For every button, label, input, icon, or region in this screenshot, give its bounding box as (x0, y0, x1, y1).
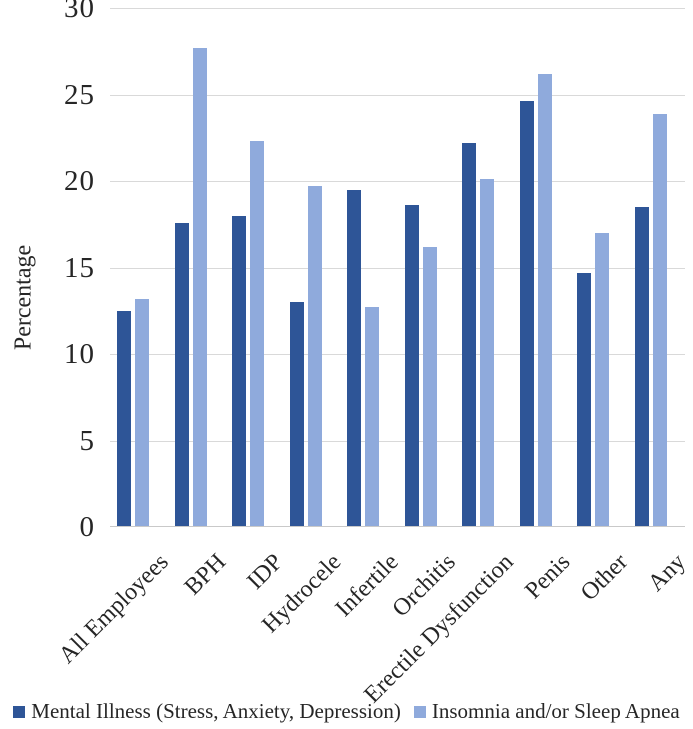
x-tick-label: Any (643, 549, 691, 597)
bar-mental-illness (519, 101, 534, 526)
x-tick-label: Other (576, 549, 634, 607)
gridline (110, 8, 685, 9)
y-tick-label: 15 (64, 251, 95, 284)
legend-swatch-icon (413, 705, 426, 718)
bar-insomnia (135, 298, 149, 526)
bar-insomnia (365, 307, 379, 526)
bar-insomnia (192, 47, 207, 526)
gridline (110, 354, 685, 355)
legend-swatch-icon (13, 705, 26, 718)
bar-insomnia (250, 141, 264, 526)
legend-item-mental-illness: Mental Illness (Stress, Anxiety, Depress… (13, 699, 401, 724)
x-tick-label: Penis (520, 549, 576, 605)
bar-mental-illness (347, 189, 361, 526)
bar-mental-illness (462, 142, 476, 526)
legend-item-insomnia: Insomnia and/or Sleep Apnea (413, 699, 680, 724)
bar-insomnia (537, 73, 552, 526)
y-tick-label: 25 (64, 78, 95, 111)
bar-mental-illness (117, 310, 131, 526)
x-axis-line (110, 526, 685, 527)
bar-mental-illness (404, 205, 419, 526)
legend: Mental Illness (Stress, Anxiety, Depress… (0, 699, 693, 724)
x-tick-label: IDP (242, 549, 289, 595)
y-tick-label: 30 (64, 0, 95, 24)
bar-mental-illness (577, 272, 591, 526)
bar-insomnia (480, 179, 494, 526)
y-tick-label: 20 (64, 165, 95, 197)
y-tick-label: 0 (79, 511, 95, 543)
bar-insomnia (595, 232, 609, 526)
x-tick-label: BPH (179, 549, 231, 601)
plot-area (110, 0, 685, 527)
gridline (110, 267, 685, 269)
bar-mental-illness (634, 206, 649, 526)
bar-insomnia (307, 186, 322, 526)
bar-mental-illness (232, 215, 246, 526)
gridline (110, 94, 685, 96)
bar-insomnia (422, 246, 437, 526)
legend-label: Mental Illness (Stress, Anxiety, Depress… (31, 699, 401, 723)
x-tick-label: Infertile (330, 549, 404, 623)
legend-label: Insomnia and/or Sleep Apnea (431, 699, 680, 723)
bar-insomnia (652, 113, 667, 526)
bar-mental-illness (289, 302, 304, 526)
gridline (110, 440, 685, 442)
y-tick-label: 5 (79, 424, 95, 457)
x-tick-label: All Employees (53, 549, 174, 669)
gridline (110, 181, 685, 182)
y-tick-label: 10 (64, 338, 95, 370)
bar-mental-illness (174, 222, 189, 526)
